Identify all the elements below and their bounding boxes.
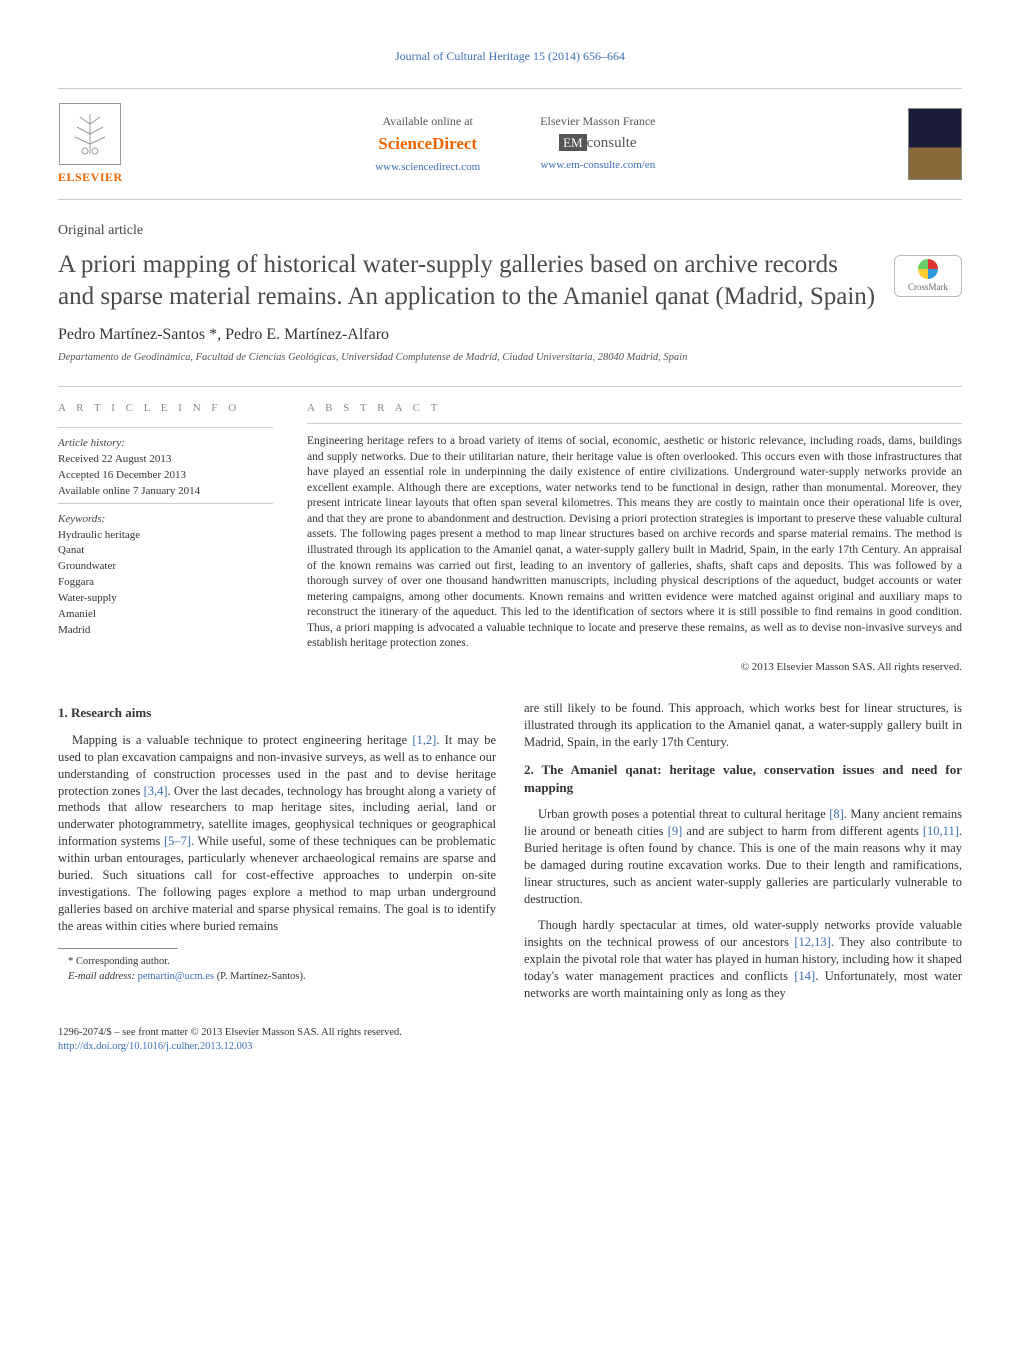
citation-link[interactable]: [14]: [794, 969, 815, 983]
abstract-heading: a b s t r a c t: [307, 391, 962, 424]
section-1-heading: 1. Research aims: [58, 704, 496, 722]
citation-link[interactable]: [12,13]: [794, 935, 830, 949]
corresponding-author-note: * Corresponding author.: [58, 955, 496, 969]
email-name: (P. Martínez-Santos).: [214, 971, 306, 982]
history-accepted: Accepted 16 December 2013: [58, 468, 273, 483]
banner-left: ELSEVIER: [58, 103, 123, 185]
abstract-text: Engineering heritage refers to a broad v…: [307, 423, 962, 651]
citation-link[interactable]: [10,11]: [923, 824, 959, 838]
crossmark-label: CrossMark: [908, 281, 948, 293]
citation-link[interactable]: [1,2]: [412, 733, 436, 747]
page-container: Journal of Cultural Heritage 15 (2014) 6…: [0, 0, 1020, 1094]
abstract-column: a b s t r a c t Engineering heritage ref…: [307, 391, 962, 675]
affiliation: Departamento de Geodinámica, Facultad de…: [58, 351, 962, 365]
section-2-heading: 2. The Amaniel qanat: heritage value, co…: [524, 761, 962, 796]
journal-citation: Journal of Cultural Heritage 15 (2014) 6…: [58, 48, 962, 64]
available-online-label: Available online at: [375, 113, 480, 129]
publisher-banner: ELSEVIER Available online at ScienceDire…: [58, 88, 962, 200]
sciencedirect-logo: ScienceDirect: [375, 133, 480, 156]
article-title: A priori mapping of historical water-sup…: [58, 249, 878, 312]
sciencedirect-url[interactable]: www.sciencedirect.com: [375, 160, 480, 175]
journal-cover-thumbnail: [908, 108, 962, 180]
citation-link[interactable]: [3,4]: [144, 784, 168, 798]
author-email-link[interactable]: pemartin@ucm.es: [138, 971, 214, 982]
article-type-label: Original article: [58, 222, 962, 241]
doi-link[interactable]: http://dx.doi.org/10.1016/j.culher.2013.…: [58, 1040, 962, 1054]
article-info-heading: a r t i c l e i n f o: [58, 391, 273, 424]
em-badge: EM: [559, 134, 587, 151]
keywords-label: Keywords:: [58, 512, 273, 527]
article-info-column: a r t i c l e i n f o Article history: R…: [58, 391, 273, 675]
sciencedirect-block: Available online at ScienceDirect www.sc…: [375, 113, 480, 175]
section-1-continuation: are still likely to be found. This appro…: [524, 700, 962, 751]
section-2-paragraph-1: Urban growth poses a potential threat to…: [524, 806, 962, 907]
footnote-separator: [58, 948, 178, 949]
body-text: Urban growth poses a potential threat to…: [538, 807, 829, 821]
masson-label: Elsevier Masson France: [540, 113, 655, 129]
front-matter-line: 1296-2074/$ – see front matter © 2013 El…: [58, 1026, 962, 1040]
history-received: Received 22 August 2013: [58, 452, 273, 467]
elsevier-tree-icon: [59, 103, 121, 165]
article-history-block: Article history: Received 22 August 2013…: [58, 427, 273, 498]
body-text: and are subject to harm from different a…: [682, 824, 923, 838]
body-text: Mapping is a valuable technique to prote…: [72, 733, 412, 747]
citation-link[interactable]: [5–7]: [164, 834, 191, 848]
keyword: Hydraulic heritage: [58, 528, 273, 543]
body-two-column: 1. Research aims Mapping is a valuable t…: [58, 700, 962, 1011]
banner-center: Available online at ScienceDirect www.sc…: [375, 113, 655, 175]
history-online: Available online 7 January 2014: [58, 484, 273, 499]
keyword: Madrid: [58, 623, 273, 638]
em-consulte-logo: EMconsulte: [540, 133, 655, 153]
crossmark-badge[interactable]: CrossMark: [894, 255, 962, 297]
crossmark-icon: [918, 259, 938, 279]
body-column-right: are still likely to be found. This appro…: [524, 700, 962, 1011]
title-row: A priori mapping of historical water-sup…: [58, 249, 962, 324]
keyword: Foggara: [58, 575, 273, 590]
elsevier-wordmark: ELSEVIER: [58, 169, 123, 185]
email-label: E-mail address:: [68, 971, 138, 982]
body-text: . While useful, some of these techniques…: [58, 834, 496, 932]
keyword: Groundwater: [58, 559, 273, 574]
history-label: Article history:: [58, 436, 273, 451]
keyword: Water-supply: [58, 591, 273, 606]
citation-link[interactable]: [8]: [829, 807, 844, 821]
em-consulte-url[interactable]: www.em-consulte.com/en: [540, 158, 655, 173]
author-list: Pedro Martínez-Santos *, Pedro E. Martín…: [58, 324, 962, 346]
elsevier-logo: ELSEVIER: [58, 103, 123, 185]
citation-link[interactable]: [9]: [668, 824, 683, 838]
info-abstract-row: a r t i c l e i n f o Article history: R…: [58, 386, 962, 675]
abstract-copyright: © 2013 Elsevier Masson SAS. All rights r…: [307, 660, 962, 675]
body-column-left: 1. Research aims Mapping is a valuable t…: [58, 700, 496, 1011]
consulte-text: consulte: [587, 135, 637, 151]
masson-block: Elsevier Masson France EMconsulte www.em…: [540, 113, 655, 175]
email-footnote: E-mail address: pemartin@ucm.es (P. Mart…: [58, 970, 496, 984]
section-1-paragraph: Mapping is a valuable technique to prote…: [58, 732, 496, 935]
section-2-paragraph-2: Though hardly spectacular at times, old …: [524, 917, 962, 1001]
keyword: Qanat: [58, 543, 273, 558]
keyword: Amaniel: [58, 607, 273, 622]
keywords-block: Keywords: Hydraulic heritage Qanat Groun…: [58, 503, 273, 638]
